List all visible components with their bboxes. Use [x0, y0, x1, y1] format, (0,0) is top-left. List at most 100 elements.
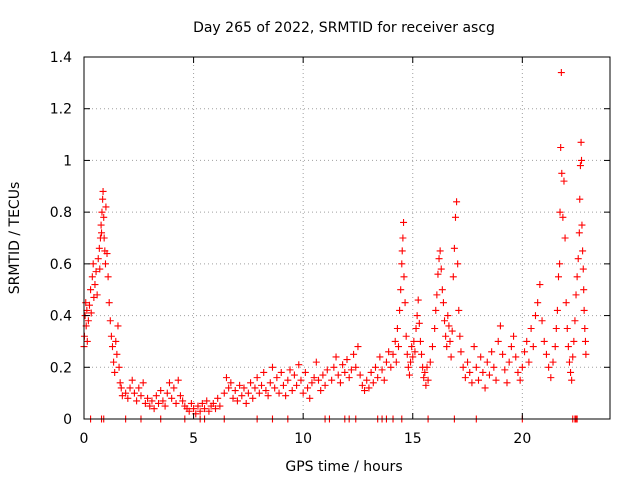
data-point: [582, 350, 590, 358]
data-point: [92, 268, 100, 276]
data-point: [580, 286, 588, 294]
data-point: [273, 374, 281, 382]
data-point: [400, 273, 408, 281]
data-point: [581, 337, 589, 345]
data-point: [93, 291, 101, 299]
data-point: [264, 392, 272, 400]
data-point: [107, 332, 115, 340]
data-point: [116, 379, 124, 387]
data-point: [549, 358, 557, 366]
data-point: [260, 368, 268, 376]
data-point: [258, 381, 266, 389]
data-point: [229, 394, 237, 402]
data-point: [391, 337, 399, 345]
data-point: [275, 389, 283, 397]
data-point: [238, 392, 246, 400]
data-point: [179, 397, 187, 405]
data-point: [561, 234, 569, 242]
data-point: [422, 381, 430, 389]
data-point: [525, 358, 533, 366]
data-point: [559, 213, 567, 221]
data-point: [421, 368, 429, 376]
data-point: [354, 343, 362, 351]
data-point: [556, 208, 564, 216]
data-point: [441, 317, 449, 325]
data-point: [203, 397, 211, 405]
data-point: [396, 306, 404, 314]
data-point: [137, 392, 145, 400]
y-tick-label: 1: [63, 153, 72, 169]
data-point: [244, 389, 252, 397]
y-tick-label: 1.2: [50, 102, 72, 118]
data-point: [432, 306, 440, 314]
data-point: [98, 208, 106, 216]
data-point: [570, 337, 578, 345]
data-point: [222, 374, 230, 382]
data-point: [352, 363, 360, 371]
data-point: [159, 397, 167, 405]
data-point: [577, 138, 585, 146]
data-point: [378, 366, 386, 374]
data-point: [403, 350, 411, 358]
data-point: [581, 325, 589, 332]
data-point: [126, 384, 134, 392]
data-point: [444, 312, 452, 320]
data-point: [443, 343, 451, 351]
data-point: [556, 260, 564, 268]
data-point: [83, 337, 91, 345]
data-point: [82, 299, 90, 307]
data-point: [98, 229, 106, 237]
data-point: [97, 221, 105, 229]
data-point: [445, 322, 453, 330]
data-point: [414, 296, 422, 304]
data-point: [117, 384, 125, 392]
data-point: [249, 394, 257, 402]
data-point: [279, 381, 287, 389]
data-point: [401, 299, 409, 307]
data-point: [576, 195, 584, 203]
data-point: [163, 389, 171, 397]
data-point: [424, 376, 432, 384]
data-point: [437, 265, 445, 273]
data-point: [88, 273, 96, 281]
data-point: [423, 363, 431, 371]
data-point: [431, 325, 439, 332]
data-point: [501, 366, 509, 374]
data-point: [148, 397, 156, 405]
data-point: [402, 332, 410, 340]
data-point: [155, 399, 163, 407]
data-point: [516, 376, 524, 384]
data-point: [87, 309, 95, 317]
data-point: [190, 405, 198, 413]
data-point: [413, 312, 421, 320]
data-point: [562, 299, 570, 307]
data-point: [505, 358, 513, 366]
data-point: [485, 371, 493, 379]
data-point: [433, 291, 441, 299]
data-point: [290, 371, 298, 379]
data-point: [282, 392, 290, 400]
data-point: [503, 379, 511, 387]
data-point: [557, 144, 565, 151]
y-tick-label: 0.8: [50, 205, 72, 221]
x-tick-label: 10: [294, 431, 312, 447]
data-point: [521, 348, 529, 356]
data-point: [553, 306, 561, 314]
data-point: [380, 376, 388, 384]
data-point: [449, 273, 457, 281]
y-axis-label: SRMTID / TECUs: [7, 182, 23, 295]
data-point: [483, 358, 491, 366]
grid-lines: [84, 57, 610, 419]
x-axis-label: GPS time / hours: [285, 459, 402, 475]
data-point: [551, 343, 559, 351]
data-point: [172, 399, 180, 407]
data-point: [466, 368, 474, 376]
data-point: [157, 387, 165, 395]
data-point: [99, 187, 107, 195]
data-point: [323, 366, 331, 374]
y-tick-label: 0.6: [50, 257, 72, 273]
data-point: [271, 384, 279, 392]
data-point: [174, 376, 182, 384]
data-point: [110, 358, 118, 366]
